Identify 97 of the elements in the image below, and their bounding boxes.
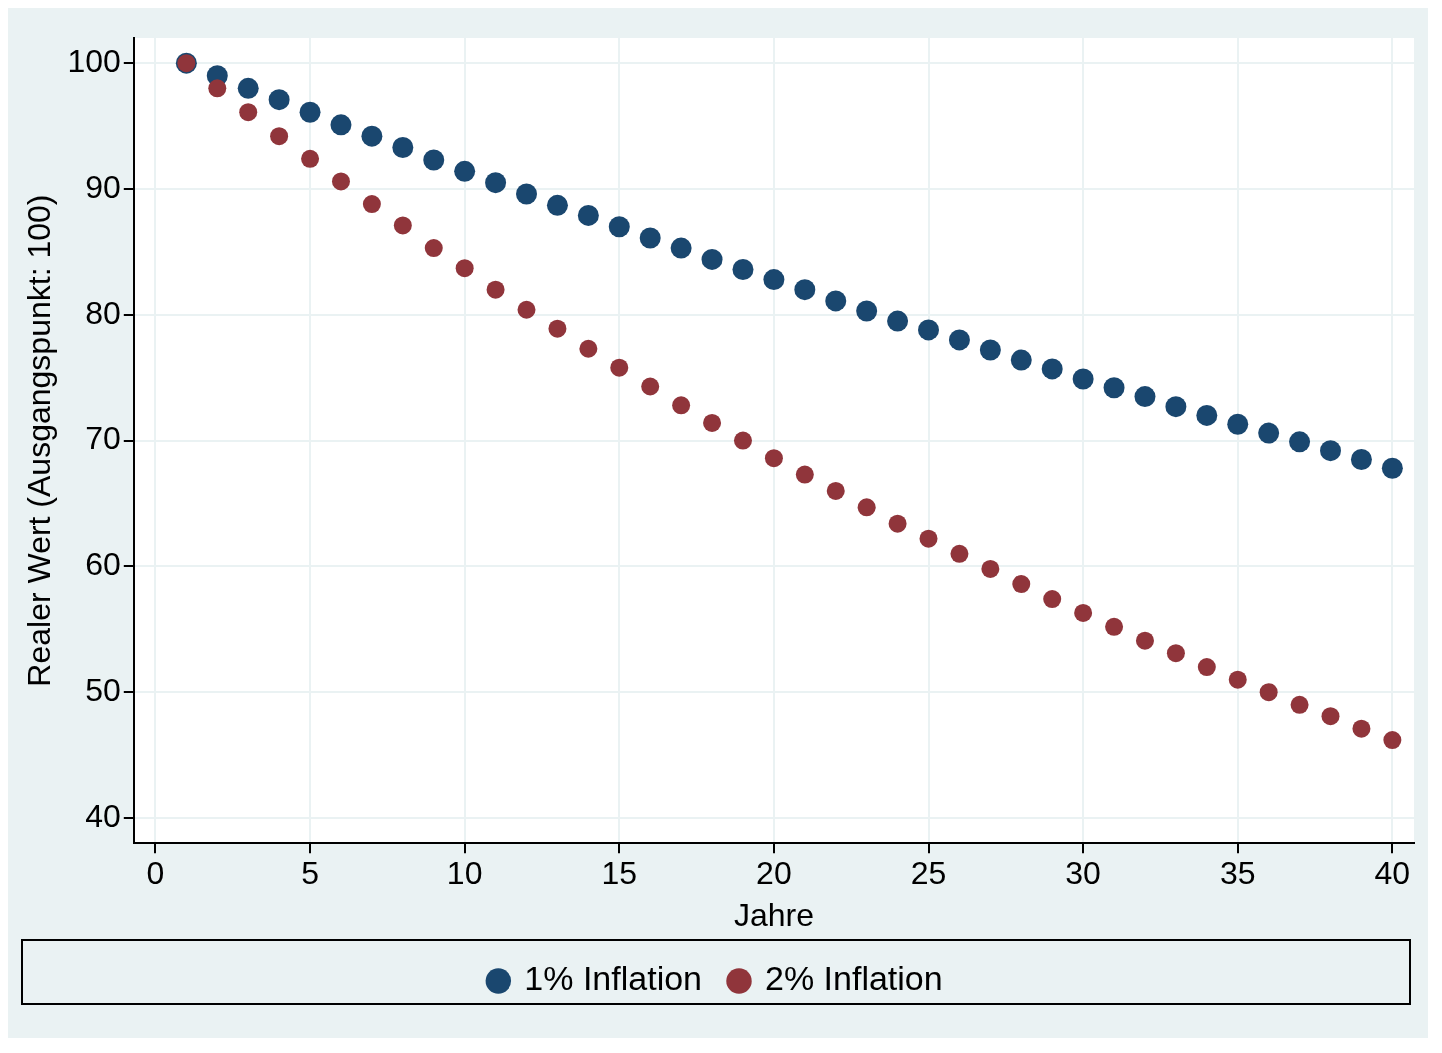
x-tick-label: 15 [601,855,638,892]
point [856,300,878,322]
point [424,239,443,258]
point [423,149,445,171]
point [1166,644,1185,663]
x-tick-label: 20 [756,855,792,892]
point [1290,695,1309,714]
x-tick-label: 0 [146,855,165,892]
point [361,125,383,147]
point [548,319,567,338]
y-tick-label: 70 [85,420,121,457]
legend-label: 1% Inflation [524,959,702,998]
point [517,300,536,319]
point [270,127,289,146]
point [485,172,507,194]
point [330,114,352,136]
point [610,358,629,377]
point [454,160,476,182]
point [486,280,505,299]
point [1043,590,1062,609]
point [1165,396,1187,418]
point [1010,349,1032,371]
y-tick-label: 40 [85,797,121,834]
point [546,194,568,216]
point [981,559,1000,578]
point [826,481,845,500]
y-tick-label: 80 [85,294,121,331]
y-tick-label: 90 [85,168,121,205]
x-tick-label: 40 [1374,855,1411,892]
point [1352,719,1371,738]
point [1381,457,1403,479]
point [392,136,414,158]
point [764,449,783,468]
point [1103,377,1125,399]
point [979,339,1001,361]
point [733,431,752,450]
x-axis-title: Jahre [733,896,814,933]
point [393,216,412,235]
point [919,529,938,548]
point [1041,358,1063,380]
point [608,216,630,238]
y-axis-title: Realer Wert (Ausgangspunkt: 100) [21,194,58,687]
y-tick-label: 50 [85,672,121,709]
point [950,544,969,563]
point [299,101,321,123]
point [670,237,692,259]
point [701,248,723,270]
point [516,183,538,205]
point [918,319,940,341]
point [1289,431,1311,453]
point [1012,575,1031,594]
point [672,396,691,415]
y-tick-label: 60 [85,546,121,583]
point [857,498,876,517]
point [239,103,258,122]
point [1321,707,1340,726]
legend-label: 2% Inflation [765,959,943,998]
point [577,204,599,226]
point [579,339,598,358]
x-tick-label: 30 [1065,855,1101,892]
point [703,413,722,432]
point [887,310,909,332]
point [795,465,814,484]
point [1197,658,1216,677]
point [888,514,907,533]
x-tick-label: 35 [1219,855,1256,892]
point [237,77,259,99]
point [1135,631,1154,650]
point [948,329,970,351]
point [268,89,290,111]
point [825,290,847,312]
point [639,227,661,249]
point [1320,440,1342,462]
point [641,377,660,396]
point [1074,603,1093,622]
point [362,195,381,214]
point [1134,386,1156,408]
point [763,269,785,291]
point [301,149,320,168]
x-tick-label: 10 [446,855,483,892]
point [1227,413,1249,435]
point [1072,368,1094,390]
x-tick-label: 25 [910,855,947,892]
point [208,79,227,98]
point [455,259,474,278]
point [1258,422,1280,444]
point [1196,404,1218,426]
point [1350,448,1372,470]
point [732,259,754,280]
point [331,172,350,191]
point [1105,617,1124,636]
point [1259,683,1278,702]
point [1383,731,1402,750]
x-tick-label: 5 [301,855,319,892]
point [1228,670,1247,689]
y-tick-label: 100 [67,42,121,79]
point [794,279,816,301]
